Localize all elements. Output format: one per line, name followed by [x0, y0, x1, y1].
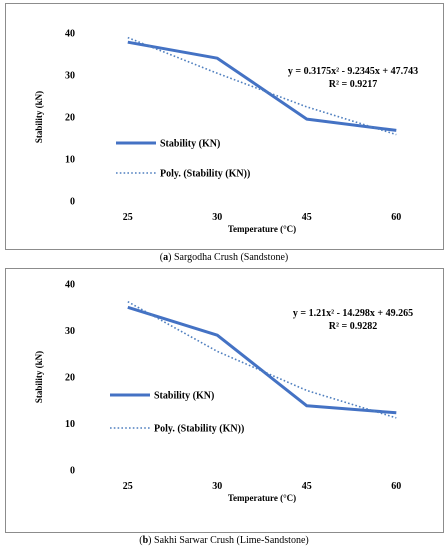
y-tick-label: 40 — [65, 280, 75, 291]
x-tick-label: 30 — [212, 481, 222, 492]
x-tick-label: 60 — [391, 212, 401, 223]
y-tick-label: 40 — [65, 29, 75, 40]
caption-a: (a) Sargodha Crush (Sandstone) — [159, 252, 289, 263]
trendline-r-squared: R² = 0.9282 — [329, 321, 377, 332]
trendline-equation: y = 0.3175x² - 9.2345x + 47.743 — [288, 66, 418, 77]
y-tick-label: 30 — [65, 71, 75, 82]
x-tick-label: 60 — [391, 481, 401, 492]
caption-a-text: Sargodha Crush (Sandstone) — [173, 252, 289, 263]
y-tick-label: 10 — [65, 419, 75, 430]
y-axis-title: Stability (kN) — [34, 91, 44, 143]
x-axis-title: Temperature (°C) — [228, 224, 296, 234]
y-tick-label: 0 — [70, 197, 75, 208]
chart-panel-b: Stability (kN) 0 10 20 30 40 25 30 45 60 Temperatu… — [5, 268, 444, 533]
y-tick-label: 0 — [70, 466, 75, 477]
y-tick-label: 20 — [65, 373, 75, 384]
stability-series — [127, 40, 397, 132]
x-axis-title: Temperature (°C) — [228, 493, 296, 503]
x-tick-label: 25 — [123, 212, 133, 223]
caption-b-text: Sakhi Sarwar Crush (Lime-Sandstone) — [154, 535, 309, 546]
x-tick-label: 25 — [123, 481, 133, 492]
y-tick-label: 30 — [65, 326, 75, 337]
x-tick-label: 45 — [302, 481, 312, 492]
caption-a-letter: a — [163, 252, 169, 263]
chart-a: Stability (kN) 0 10 20 30 40 25 30 45 60 Temperatu… — [34, 29, 418, 235]
caption-b: (b) Sakhi Sarwar Crush (Lime-Sandstone) — [139, 535, 309, 546]
legend-solid-label: Stability (KN) — [160, 139, 220, 150]
x-tick-label: 30 — [212, 212, 222, 223]
chart-panel-a: Stability (kN) 0 10 20 30 40 25 30 45 60 Temperatu… — [5, 3, 444, 250]
legend-solid-label: Stability (KN) — [154, 391, 214, 402]
stability-series — [127, 305, 397, 415]
y-axis-title: Stability (kN) — [34, 351, 44, 403]
y-tick-label: 20 — [65, 113, 75, 124]
trendline-r-squared: R² = 0.9217 — [329, 79, 377, 90]
caption-b-letter: b — [142, 535, 149, 546]
legend-dotted-label: Poly. (Stability (KN)) — [160, 169, 250, 180]
trendline-equation: y = 1.21x² - 14.298x + 49.265 — [293, 308, 413, 319]
chart-b: Stability (kN) 0 10 20 30 40 25 30 45 60 Temperatu… — [34, 280, 413, 504]
y-tick-label: 10 — [65, 155, 75, 166]
legend-dotted-label: Poly. (Stability (KN)) — [154, 424, 244, 435]
x-tick-label: 45 — [302, 212, 312, 223]
